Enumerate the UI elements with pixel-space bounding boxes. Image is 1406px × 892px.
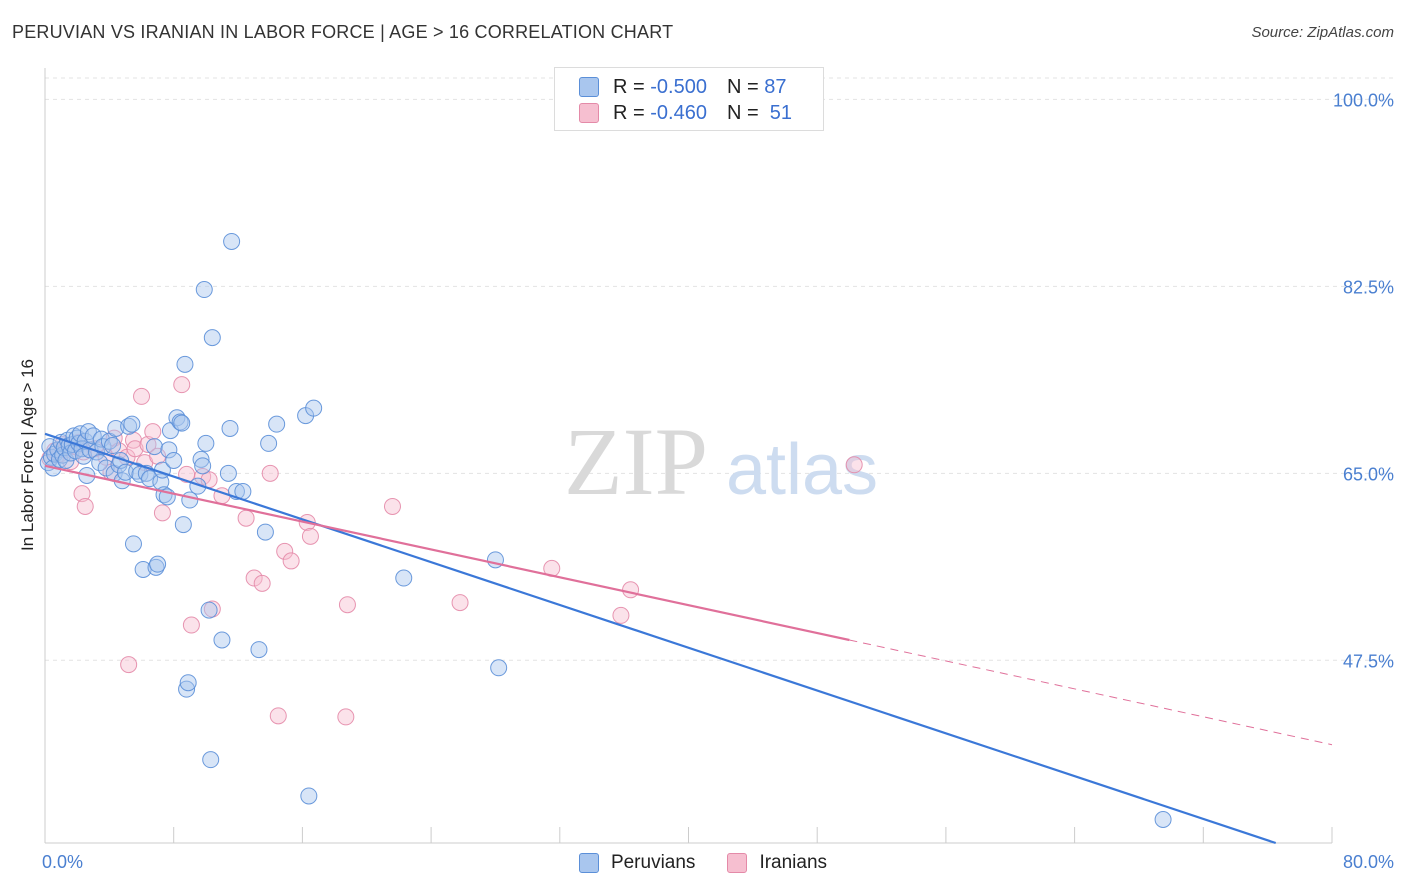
x-tick-max: 80.0% xyxy=(1342,852,1394,872)
peruvians-point xyxy=(192,450,210,468)
iranians-point xyxy=(269,707,287,725)
iranians-point xyxy=(139,435,157,453)
peruvians-point xyxy=(160,441,178,459)
iranians-point xyxy=(76,497,94,515)
peruvians-point xyxy=(179,674,197,692)
peruvians-trend-line xyxy=(44,432,1277,845)
peruvians-point xyxy=(219,464,237,482)
iranians-point xyxy=(612,606,630,624)
peruvians-point xyxy=(181,491,199,509)
legend-row-peruvians: R = -0.500 N = 87 xyxy=(579,75,786,99)
y-tick-label: 47.5% xyxy=(1342,651,1394,672)
peruvians-point xyxy=(173,414,191,432)
iranians-point xyxy=(182,616,200,634)
iranians-point xyxy=(338,596,356,614)
series-legend: Peruvians Iranians xyxy=(0,852,1406,874)
iranians-point xyxy=(282,552,300,570)
peruvians-point xyxy=(123,415,141,433)
peruvians-point xyxy=(221,419,239,437)
peruvians-point xyxy=(120,417,138,435)
peruvians-point xyxy=(300,787,318,805)
legend-r-peruvians: -0.500 xyxy=(650,75,707,98)
peruvians-point xyxy=(305,399,323,417)
peruvians-point xyxy=(149,555,167,573)
series-legend-peruvians[interactable]: Peruvians xyxy=(578,852,696,874)
peruvians-point xyxy=(250,641,268,659)
y-tick-label: 65.0% xyxy=(1342,464,1394,485)
peruvians-point xyxy=(176,355,194,373)
iranians-point xyxy=(253,574,271,592)
legend-r-label: R = xyxy=(613,101,645,124)
series-label-iranians: Iranians xyxy=(759,852,828,873)
peruvians-point xyxy=(195,281,213,299)
iranians-point xyxy=(451,594,469,612)
peruvians-points xyxy=(39,232,1172,828)
legend-n-label: N = xyxy=(726,101,759,124)
watermark-atlas: atlas xyxy=(726,430,878,510)
legend-swatch-iranians xyxy=(579,103,599,123)
iranians-point xyxy=(73,485,91,503)
iranians-point xyxy=(383,497,401,515)
iranians-point xyxy=(153,504,171,522)
iranians-point xyxy=(126,440,144,458)
peruvians-point xyxy=(104,437,122,455)
legend-swatch-peruvians xyxy=(579,77,599,97)
series-swatch-iranians xyxy=(727,853,748,873)
peruvians-point xyxy=(202,751,220,769)
iranians-point xyxy=(133,387,151,405)
iranians-point xyxy=(845,456,863,474)
legend-n-peruvians: 87 xyxy=(764,75,787,98)
peruvians-point xyxy=(268,415,286,433)
chart-source: Source: ZipAtlas.com xyxy=(1251,24,1394,41)
peruvians-point xyxy=(75,447,93,465)
legend-n-iranians: 51 xyxy=(769,101,793,124)
peruvians-point xyxy=(490,659,508,677)
iranians-point xyxy=(261,464,279,482)
peruvians-point xyxy=(124,535,142,553)
iranians-point xyxy=(276,542,294,560)
legend-n-label: N = xyxy=(726,75,759,98)
legend-row-iranians: R = -0.460 N = 51 xyxy=(579,101,792,125)
watermark: ZIP atlas xyxy=(564,408,878,515)
iranians-trend-line xyxy=(44,464,850,642)
peruvians-point xyxy=(200,601,218,619)
iranians-point xyxy=(622,581,640,599)
peruvians-point xyxy=(203,329,221,347)
y-tick-label: 82.5% xyxy=(1342,277,1394,298)
peruvians-point xyxy=(141,470,159,488)
legend-r-label: R = xyxy=(613,75,645,98)
peruvians-point xyxy=(174,516,192,534)
peruvians-point xyxy=(165,452,183,469)
peruvians-point xyxy=(223,232,241,250)
legend-r-iranians: -0.460 xyxy=(650,101,707,124)
peruvians-point xyxy=(1154,810,1172,828)
series-legend-iranians[interactable]: Iranians xyxy=(727,852,827,874)
peruvians-point xyxy=(197,434,215,452)
y-tick-label: 100.0% xyxy=(1332,90,1394,111)
correlation-legend: R = -0.500 N = 87 R = -0.460 N = 51 xyxy=(554,67,824,131)
iranians-trend-extension xyxy=(849,639,1333,746)
iranians-point xyxy=(301,527,319,545)
x-tick-min: 0.0% xyxy=(42,852,84,872)
iranians-point xyxy=(237,509,255,527)
peruvians-point xyxy=(256,523,274,541)
peruvians-point xyxy=(213,631,231,649)
series-swatch-peruvians xyxy=(578,853,599,873)
peruvians-point xyxy=(145,438,163,456)
peruvians-point xyxy=(178,680,196,698)
iranians-point xyxy=(337,708,355,726)
series-label-peruvians: Peruvians xyxy=(610,852,696,873)
peruvians-point xyxy=(260,434,278,452)
iranians-point xyxy=(173,376,191,394)
watermark-zip: ZIP xyxy=(564,408,708,515)
peruvians-point xyxy=(194,457,212,475)
trend-layer xyxy=(44,432,1333,845)
chart-title: PERUVIAN VS IRANIAN IN LABOR FORCE | AGE… xyxy=(12,22,674,42)
iranians-point xyxy=(120,656,138,674)
peruvians-point xyxy=(107,419,125,437)
peruvians-point xyxy=(395,569,413,587)
iranians-point xyxy=(144,423,162,441)
